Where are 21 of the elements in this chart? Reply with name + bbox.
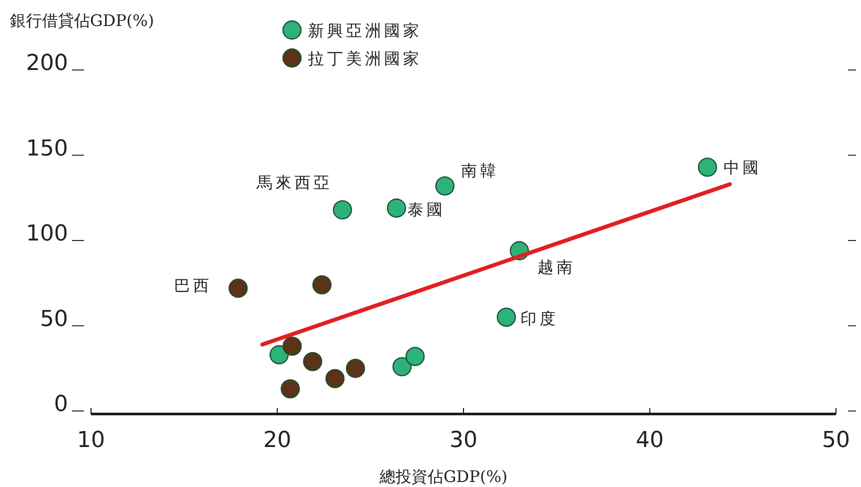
y-tick-label: 0 [54, 392, 68, 417]
legend-label: 拉丁美洲國家 [308, 49, 422, 68]
annotation: 巴西 [174, 276, 212, 296]
legend-label: 新興亞洲國家 [308, 21, 422, 40]
y-axis-title: 銀行借貸佔GDP(%) [10, 11, 154, 30]
annotation: 中國 [723, 158, 762, 178]
annotation: 泰國 [407, 200, 446, 220]
y-tick-label: 200 [26, 51, 68, 76]
annotation: 南韓 [460, 160, 499, 180]
annotation: 越南 [537, 258, 576, 277]
x-tick-label: 10 [77, 428, 105, 453]
y-tick-label: 150 [26, 136, 68, 162]
x-tick-label: 40 [636, 428, 664, 453]
x-tick-label: 30 [450, 428, 478, 453]
x-tick-label: 50 [822, 428, 850, 453]
y-tick-label: 50 [40, 306, 68, 332]
x-axis-title: 總投資佔GDP(%) [378, 467, 508, 486]
x-tick-label: 20 [263, 428, 292, 453]
annotation: 印度 [520, 309, 558, 328]
y-tick-label: 100 [26, 222, 68, 246]
annotation: 馬來西亞 [255, 172, 332, 192]
